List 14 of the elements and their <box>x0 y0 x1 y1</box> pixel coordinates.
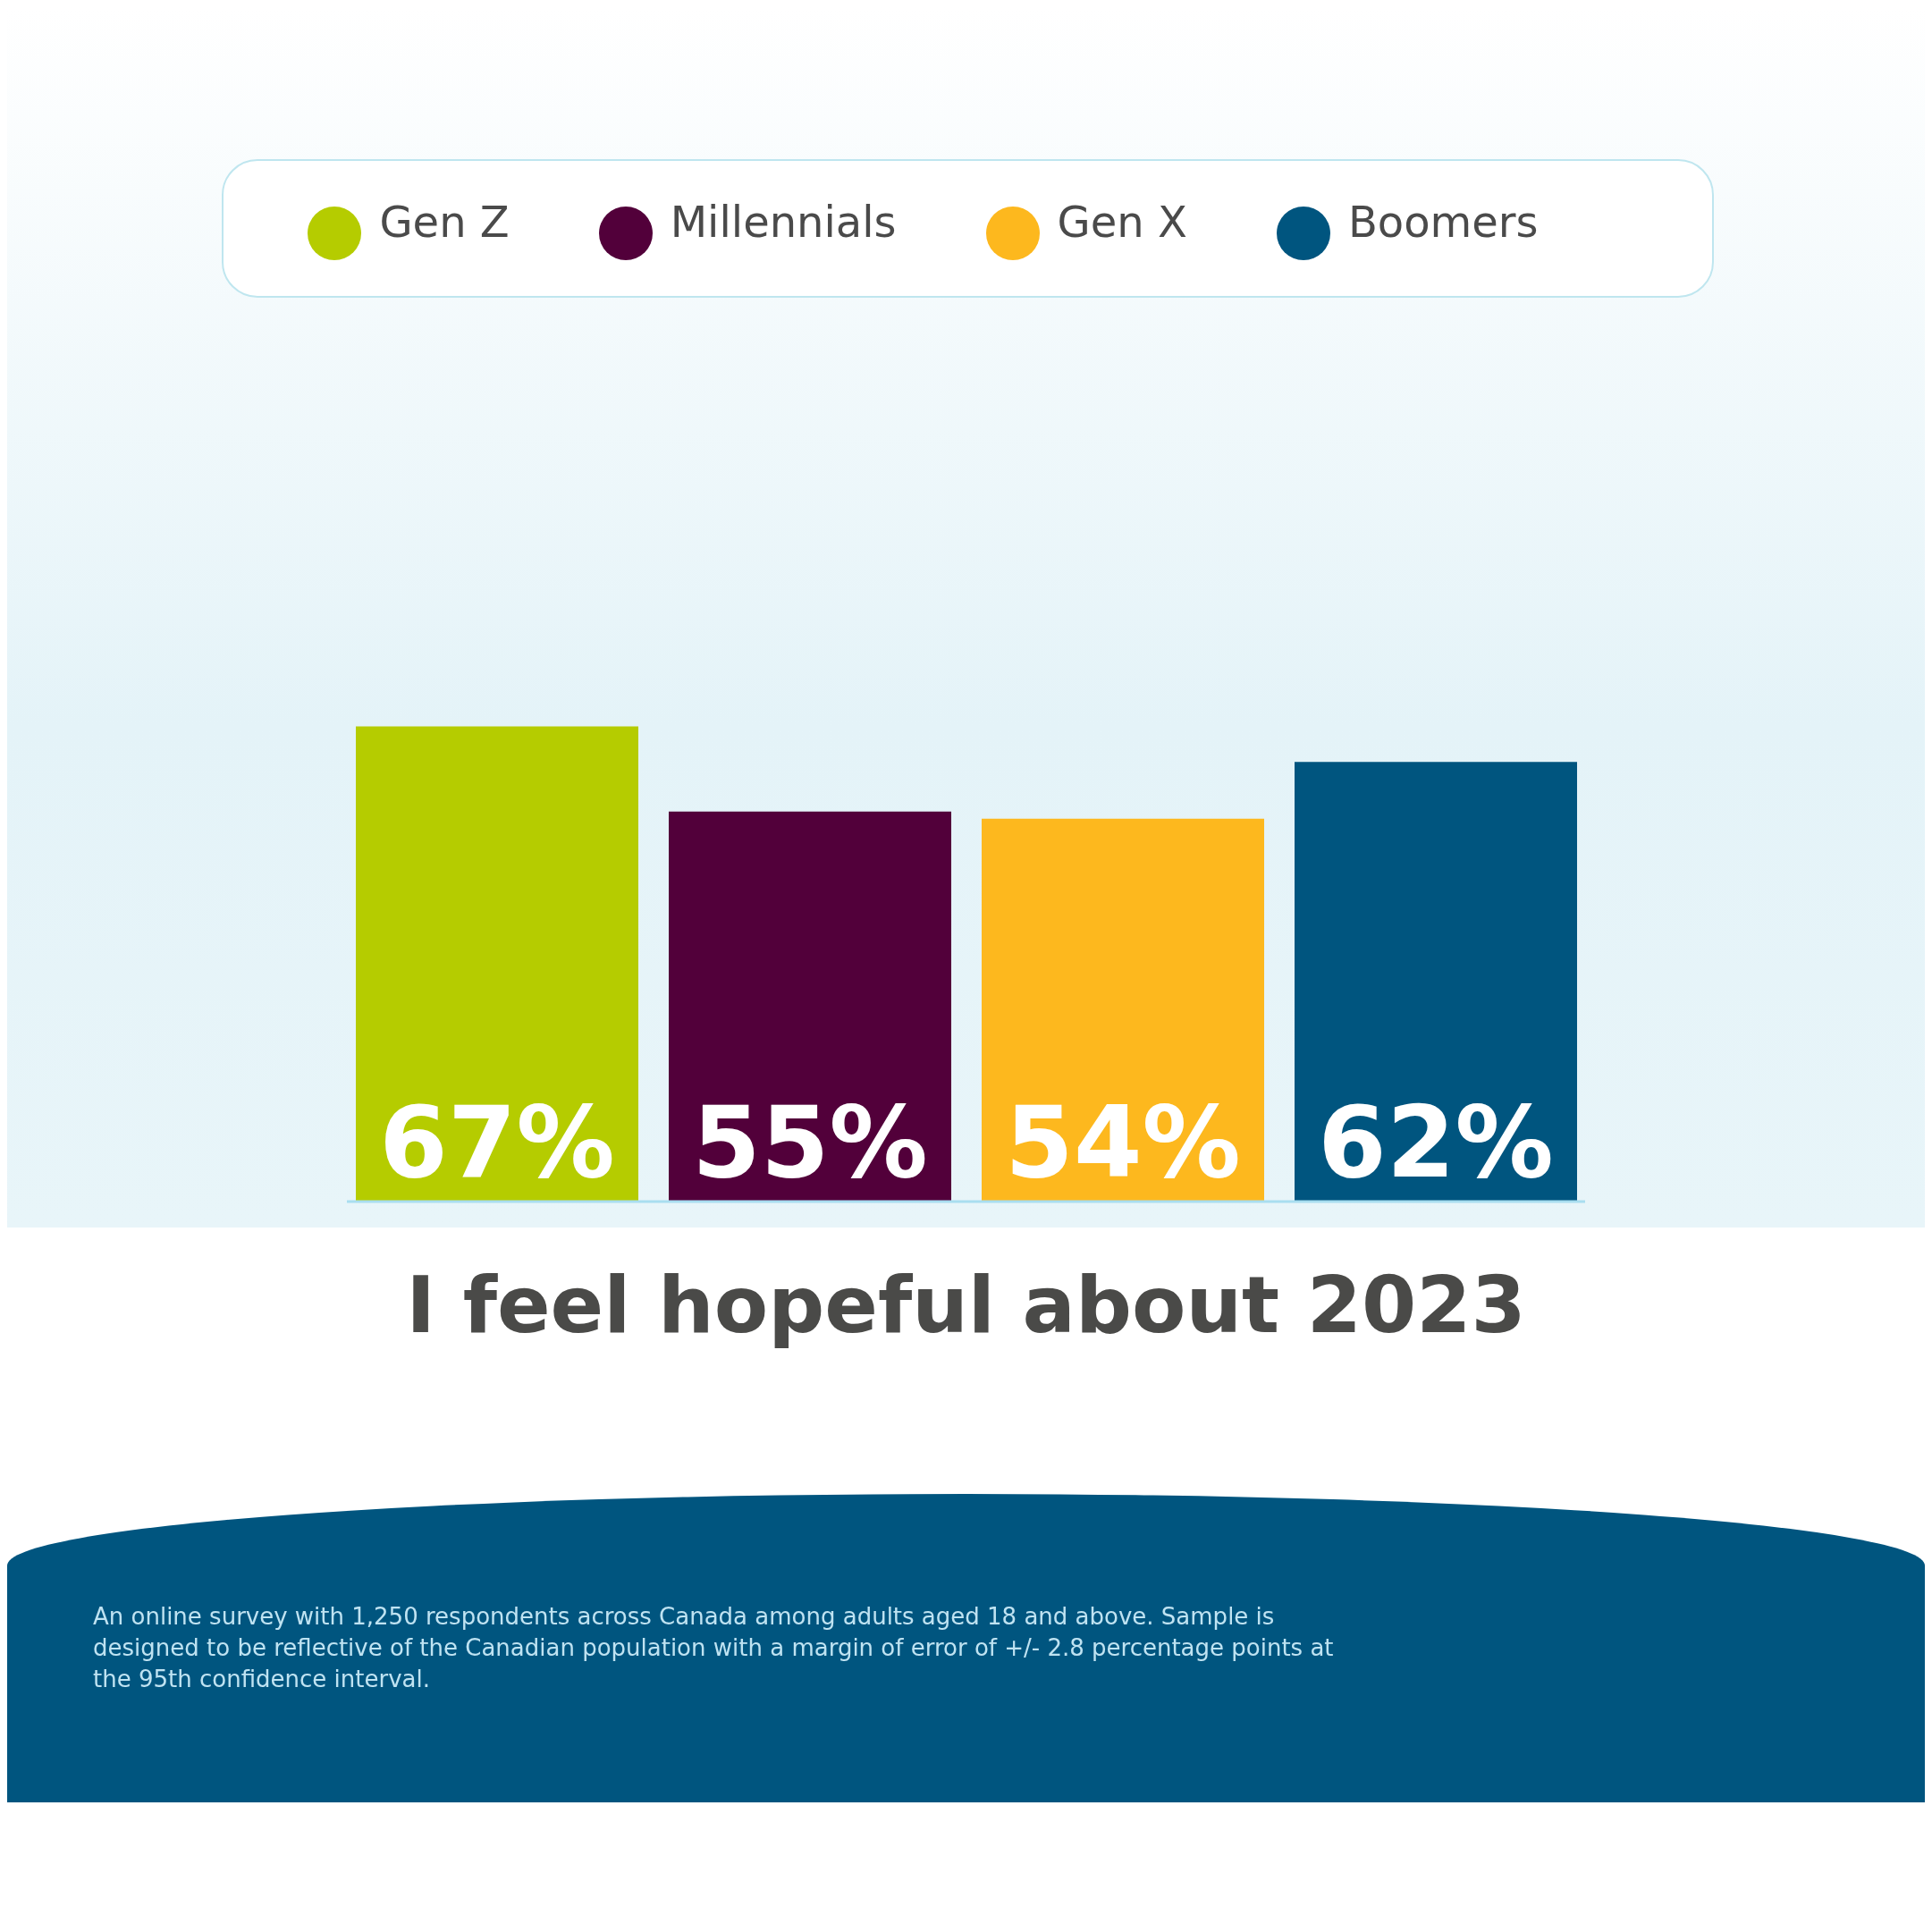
legend-label: Gen Z <box>379 197 510 247</box>
data-label: 55% <box>692 1085 928 1200</box>
legend-label: Boomers <box>1347 197 1539 247</box>
text: I feel hopeful about 2023 <box>405 1258 1527 1353</box>
data-label: 67% <box>379 1085 615 1200</box>
data-label: 54% <box>1005 1085 1241 1200</box>
bar <box>669 811 951 1202</box>
legend-label: Gen X <box>1057 197 1187 247</box>
legend-label: Millennials <box>670 197 897 247</box>
bar <box>356 726 638 1202</box>
text: An online survey with 1,250 respondents across Canada among adults aged 18 and above. Sample is designed to be reflective of the Canadian population with a margin of error of +/- 2.8 percentage points at the 95th confidence interval. <box>93 1602 1335 1695</box>
bar <box>1295 762 1577 1202</box>
data-label: 62% <box>1318 1085 1554 1200</box>
bar <box>982 818 1264 1202</box>
